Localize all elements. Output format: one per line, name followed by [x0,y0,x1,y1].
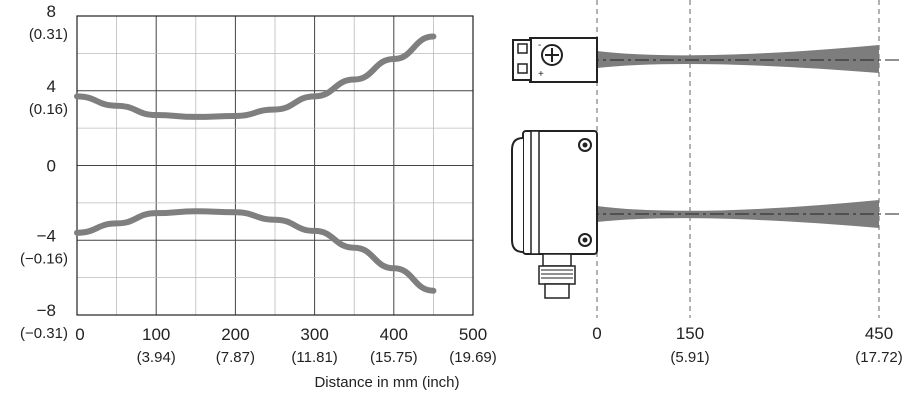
x-axis-label: Distance in mm (inch) [314,374,459,391]
y-tick-sub-label: (−0.31) [20,325,68,342]
x-tick-sub-label: (19.69) [449,349,497,366]
connector-icon [542,253,572,267]
chart-series [74,33,437,294]
top-light-beam [597,45,879,73]
distance-sub-label-450: (17.72) [855,349,903,366]
x-tick-label: 200 [221,325,249,344]
distance-label-0: 0 [592,324,601,343]
large-sensor-side-view [511,130,598,299]
x-tick-sub-label: (11.81) [291,349,337,366]
beam-diagram: + - 0 150 (5.91) 450 (17.72) [511,0,903,366]
y-tick-label: 8 [47,2,56,21]
x-tick-sub-label: (15.75) [370,349,418,366]
beam-diameter-chart: 8 (0.31) 4 (0.16) 0 −4 (−0.16) −8 (−0.31) 0 100 (3… [20,2,497,391]
y-tick-label: 0 [47,157,56,176]
x-tick-label: 300 [300,325,328,344]
x-tick-label: 500 [459,325,487,344]
distance-label-150: 150 [676,324,704,343]
distance-sub-label-150: (5.91) [670,349,709,366]
x-tick-label: 400 [380,325,408,344]
x-tick-labels: 0 100 (3.94) 200 (7.87) 300 (11.81) 400 (15.75) 5… [75,325,497,366]
y-tick-labels: 8 (0.31) 4 (0.16) 0 −4 (−0.16) −8 (−0.31) [20,2,68,342]
x-tick-sub-label: (7.87) [216,349,255,366]
x-tick-sub-label: (3.94) [137,349,176,366]
x-tick-label: 0 [75,325,84,344]
y-tick-label: 4 [47,77,56,96]
y-tick-label: −4 [37,226,56,245]
plot-border [76,15,474,316]
distance-label-450: 450 [865,324,893,343]
svg-text:-: - [538,40,541,51]
y-tick-label: −8 [37,301,56,320]
y-tick-sub-label: (0.16) [29,101,68,118]
series-line-2 [74,208,437,294]
y-tick-sub-label: (−0.16) [20,250,68,267]
x-tick-label: 100 [142,325,170,344]
chart-grid [76,15,474,316]
y-tick-sub-label: (0.31) [29,26,68,43]
svg-text:+: + [538,69,544,80]
series-line-1 [74,33,437,120]
small-sensor-side-view: + - [512,37,598,83]
